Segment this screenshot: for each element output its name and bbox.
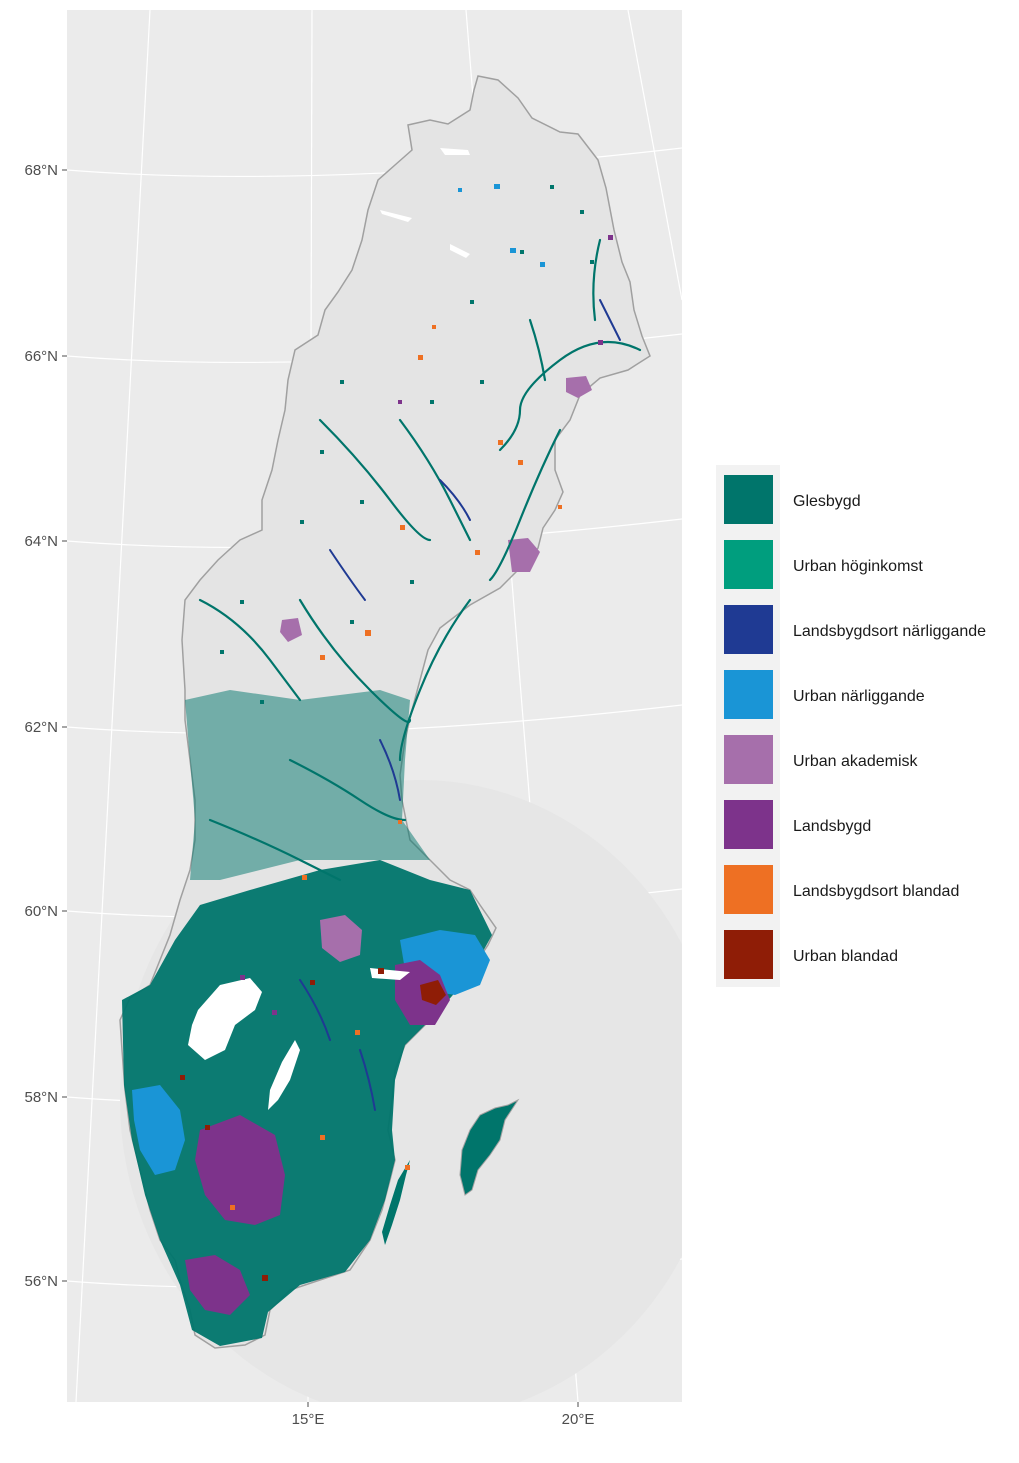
lat-label-64: 64°N: [24, 533, 58, 550]
ostersund-akademisk-fill: [280, 618, 302, 642]
legend-key-urban-narliggande: [724, 670, 773, 719]
gotland-island: [459, 1098, 520, 1196]
legend-item-glesbygd: Glesbygd: [724, 475, 861, 524]
blandad-dots: [230, 325, 562, 1210]
lake-vanern: [188, 978, 262, 1060]
lat-ticks: [62, 169, 67, 1282]
lake-north-3: [450, 244, 470, 258]
lat-label-56: 56°N: [24, 1273, 58, 1290]
legend-item-landsbygdsort-narliggande: Landsbygdsort närliggande: [724, 605, 986, 654]
legend-label-urban-blandad: Urban blandad: [793, 948, 898, 965]
lat-label-60: 60°N: [24, 903, 58, 920]
legend-key-landsbygd: [724, 800, 773, 849]
uppsala-akademisk-fill: [320, 915, 362, 962]
legend-label-urban-narliggande: Urban närliggande: [793, 688, 925, 705]
legend-key-landsbygdsort-narliggande: [724, 605, 773, 654]
lat-label-68: 68°N: [24, 162, 58, 179]
lat-label-62: 62°N: [24, 719, 58, 736]
legend-item-urban-blandad: Urban blandad: [724, 930, 898, 979]
lon-label-20: 20°E: [562, 1411, 595, 1428]
lake-north-1: [440, 148, 470, 155]
lon-label-15: 15°E: [292, 1411, 325, 1428]
smaland-landsbygd-fill: [195, 1115, 285, 1225]
meridian-10: [75, 10, 151, 1402]
lulea-akademisk-fill: [566, 376, 592, 398]
lake-vattern: [268, 1040, 300, 1110]
west-coast-urban-fill: [132, 1085, 185, 1175]
lat-labels: 68°N 66°N 64°N 62°N 60°N 58°N 56°N: [24, 162, 58, 1290]
urban-narliggande-dots: [458, 184, 545, 267]
legend-item-landsbygdsort-blandad: Landsbygdsort blandad: [724, 865, 959, 914]
middle-glesbygd-fill: [185, 690, 430, 880]
legend-label-urban-hoginkomst: Urban höginkomst: [793, 558, 923, 575]
oland-island: [382, 1160, 410, 1245]
lon-ticks: [307, 1402, 579, 1407]
legend-item-urban-hoginkomst: Urban höginkomst: [724, 540, 923, 589]
landsbygd-dots: [240, 235, 613, 1015]
lon-labels: 15°E 20°E: [292, 1411, 595, 1428]
legend-item-urban-akademisk: Urban akademisk: [724, 735, 919, 784]
rural-locality-lines: [299, 299, 621, 1111]
legend-label-landsbygd: Landsbygd: [793, 818, 871, 835]
legend-item-urban-narliggande: Urban närliggande: [724, 670, 925, 719]
meridian-25: [627, 10, 682, 301]
legend: Glesbygd Urban höginkomst Landsbygdsort …: [716, 465, 986, 987]
legend-label-landsbygdsort-narliggande: Landsbygdsort närliggande: [793, 623, 986, 640]
region-fills: [122, 376, 592, 1346]
settlement-lines: [198, 238, 642, 882]
urban-blandad-dots: [180, 968, 384, 1281]
glesbygd-dots: [220, 185, 594, 704]
legend-label-urban-akademisk: Urban akademisk: [793, 753, 919, 770]
legend-key-urban-hoginkomst: [724, 540, 773, 589]
stockholm-blandad-fill: [420, 980, 446, 1005]
legend-key-urban-akademisk: [724, 735, 773, 784]
legend-label-glesbygd: Glesbygd: [793, 493, 861, 510]
legend-key-landsbygdsort-blandad: [724, 865, 773, 914]
legend-label-landsbygdsort-blandad: Landsbygdsort blandad: [793, 883, 959, 900]
lat-label-58: 58°N: [24, 1089, 58, 1106]
umea-akademisk-fill: [508, 538, 540, 572]
legend-key-urban-blandad: [724, 930, 773, 979]
skane-landsbygd-fill: [185, 1255, 250, 1315]
settlement-dots: [180, 184, 613, 1281]
lat-label-66: 66°N: [24, 348, 58, 365]
legend-key-glesbygd: [724, 475, 773, 524]
lake-north-2: [380, 210, 412, 222]
legend-item-landsbygd: Landsbygd: [724, 800, 871, 849]
